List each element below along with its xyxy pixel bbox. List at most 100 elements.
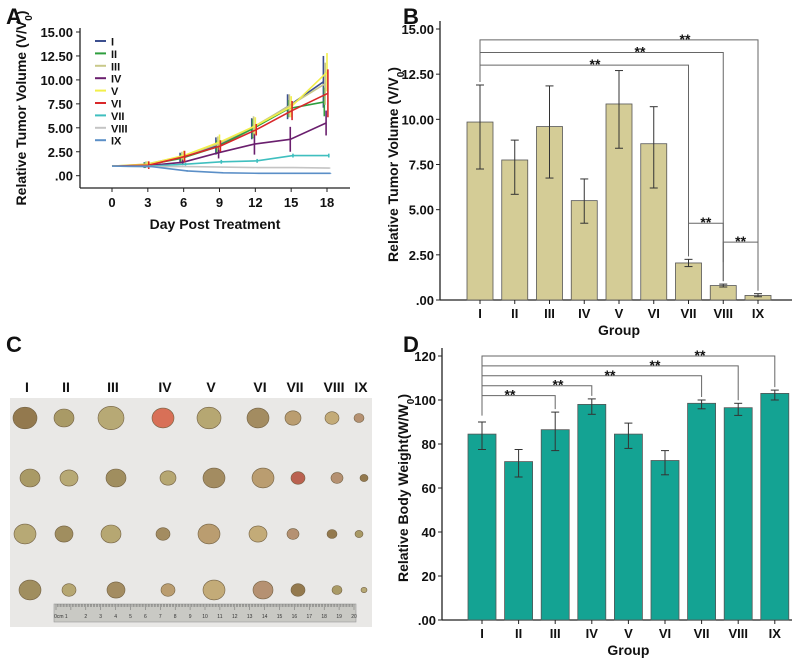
- series-V: [111, 53, 328, 168]
- x-tick-label: III: [544, 306, 555, 321]
- tumor-sample: [12, 406, 38, 430]
- tumor-sample: [284, 410, 302, 426]
- x-tick-label: 6: [180, 195, 187, 210]
- x-tick-label: I: [478, 306, 482, 321]
- bar-group-III: [536, 85, 563, 301]
- ruler-label: 4: [114, 614, 117, 620]
- x-tick-label: II: [515, 626, 522, 641]
- bar: [540, 429, 570, 621]
- ruler-label: 19: [336, 614, 342, 620]
- ruler-label: 18: [321, 614, 327, 620]
- significance-bracket: **: [479, 43, 724, 282]
- significance-bracket: **: [479, 31, 759, 291]
- tumor-sample: [324, 411, 340, 425]
- column-label: IX: [354, 379, 368, 395]
- y-tick-label: .00: [418, 613, 436, 628]
- tumor-sample: [251, 467, 275, 489]
- significance-label: **: [735, 233, 746, 249]
- y-tick-label: 5.00: [409, 203, 434, 218]
- tumor-sample: [252, 580, 274, 600]
- bar: [709, 285, 737, 301]
- bar: [675, 262, 702, 301]
- x-tick-label: 18: [320, 195, 334, 210]
- bar-group-VII: [675, 258, 702, 301]
- ruler-label: 6: [144, 614, 147, 620]
- column-label: III: [107, 379, 119, 395]
- bar: [577, 403, 607, 621]
- tumor-sample: [202, 579, 226, 601]
- significance-label: **: [680, 31, 691, 47]
- x-tick-label: VIII: [713, 306, 733, 321]
- bracket-line: [479, 39, 759, 291]
- bar-group-VIII: [723, 402, 753, 621]
- column-label: V: [206, 379, 216, 395]
- bar: [650, 460, 680, 621]
- ruler-label: 13: [247, 614, 253, 620]
- y-axis-label: Relative Body Weight(W/W0): [395, 394, 417, 582]
- y-tick-label: 12.50: [401, 67, 434, 82]
- legend-label: VII: [111, 111, 124, 123]
- significance-bracket: **: [479, 56, 689, 257]
- y-axis-label: Relative Tumor Volume (V/V0): [13, 11, 35, 206]
- tumor-sample: [330, 472, 344, 484]
- chart-a-tumor-volume-lines: .00 2.50 5.00 7.50 10.00 12.50 15.00 0 3 6 9 12 15 18…: [13, 11, 350, 232]
- tumor-sample: [290, 583, 306, 597]
- y-tick-label: 12.50: [40, 49, 73, 64]
- ruler-label: 15: [277, 614, 283, 620]
- ruler-label: 12: [232, 614, 238, 620]
- y-tick-label: 120: [414, 349, 436, 364]
- ruler-label: 3: [99, 614, 102, 620]
- x-tick-label: II: [511, 306, 518, 321]
- legend-label: IX: [111, 136, 122, 148]
- y-tick-label: 20: [422, 569, 436, 584]
- significance-label: **: [650, 357, 661, 373]
- bar-group-IX: [760, 389, 790, 621]
- significance-label: **: [605, 367, 616, 383]
- tumor-sample: [353, 413, 365, 423]
- ruler-label: 5: [129, 614, 132, 620]
- significance-bracket: **: [722, 233, 759, 291]
- y-tick-label: 5.00: [48, 121, 73, 136]
- panel-label-b: B: [403, 4, 419, 29]
- bar: [614, 433, 643, 621]
- bar-group-V: [605, 70, 633, 301]
- ruler-label: 0cm 1: [54, 614, 68, 620]
- bar-group-VI: [640, 106, 668, 301]
- x-tick-label: 0: [108, 195, 115, 210]
- x-tick-label: 9: [216, 195, 223, 210]
- x-tick-label: III: [550, 626, 561, 641]
- significance-label: **: [505, 387, 516, 403]
- tumor-sample: [13, 523, 37, 545]
- column-label: II: [62, 379, 70, 395]
- x-tick-label: IX: [769, 626, 782, 641]
- bar: [687, 402, 716, 621]
- ruler-label: 8: [174, 614, 177, 620]
- bar-group-VI: [650, 450, 680, 621]
- x-tick-label: 3: [144, 195, 151, 210]
- tumor-sample: [246, 407, 270, 429]
- tumor-sample: [196, 406, 222, 430]
- x-tick-label: 12: [248, 195, 262, 210]
- bar-group-I: [466, 84, 494, 301]
- y-tick-label: 60: [422, 481, 436, 496]
- significance-label: **: [553, 377, 564, 393]
- legend-label: IV: [111, 74, 122, 86]
- significance-label: **: [590, 56, 601, 72]
- panel-label-d: D: [403, 332, 419, 357]
- tumor-sample: [18, 579, 42, 601]
- tumor-sample: [105, 468, 127, 488]
- bar-group-V: [614, 422, 643, 621]
- bracket-line: [479, 51, 724, 282]
- bar-group-VII: [687, 399, 716, 621]
- ruler-label: 11: [217, 614, 222, 620]
- legend-label: III: [111, 61, 120, 73]
- significance-label: **: [700, 214, 711, 230]
- tumor-sample: [326, 529, 338, 539]
- column-label: IV: [158, 379, 172, 395]
- x-axis-label: Group: [607, 642, 649, 658]
- tumor-sample: [106, 581, 126, 599]
- panel-label-a: A: [6, 4, 22, 29]
- ruler-label: 20: [351, 614, 357, 620]
- bracket-line: [481, 355, 776, 388]
